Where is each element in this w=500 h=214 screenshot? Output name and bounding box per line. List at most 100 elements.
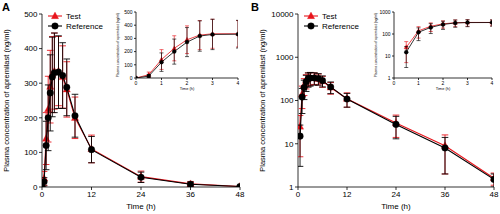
data-point [417,30,421,34]
error-bar [147,74,151,77]
y-tick-label: 300 [24,79,38,88]
y-tick [134,64,136,65]
y-tick [39,14,42,15]
plot-area [404,20,492,68]
legend-marker [52,23,59,30]
y-tick-label: 0 [130,75,133,81]
legend-marker [307,12,314,19]
x-tick-label: 48 [236,190,245,199]
x-tick-label: 12 [87,190,96,199]
y-tick [295,143,298,144]
data-point [442,145,449,152]
y-tick [39,187,42,188]
y-tick-label: 300 [124,35,133,41]
y-tick [295,100,298,101]
inset-panel: 110100100001234Time (h)Plasma concentrat… [366,7,497,93]
legend-marker [51,12,58,19]
data-point [465,20,469,24]
data-point [211,32,215,36]
error-bar [466,20,470,27]
error-bar [59,43,66,109]
data-point [453,21,457,25]
error-bar [147,72,151,77]
error-bar [298,125,303,166]
y-tick [392,34,394,35]
panel-label: A [2,1,10,13]
error-bar [490,20,492,26]
y-tick-label: 400 [24,44,38,53]
y-tick [295,187,298,188]
legend-label: Reference [322,22,359,31]
data-point [393,121,400,128]
error-bar [172,39,176,64]
y-tick-label: 500 [24,10,38,19]
panel: A0100200300400500012243648Time (h)Plasma… [2,1,245,211]
data-point [429,25,433,29]
data-point [453,20,457,24]
legend-label: Test [322,12,337,21]
y-tick-label: 10 [285,140,294,149]
data-point [404,50,408,54]
x-tick-label: 12 [343,190,352,199]
y-tick [134,51,136,52]
y-tick [295,57,298,58]
error-bar [344,93,351,107]
error-bar [327,82,334,94]
y-tick [39,152,42,153]
error-bar [55,36,62,109]
data-point [59,72,66,79]
data-point [237,183,240,187]
series-line [300,78,494,179]
x-tick-label: 4 [491,80,494,86]
y-axis [394,12,395,78]
y-axis-label: Plasma concentration of apremilast (ng/m… [2,29,11,172]
legend: TestReference [304,12,359,31]
error-bar [491,173,494,185]
data-point [490,20,492,24]
y-tick-label: 100 [280,96,294,105]
error-bar [417,28,421,41]
data-point [185,40,189,44]
error-bar [344,93,351,107]
y-tick [134,38,136,39]
legend-marker [308,23,315,30]
data-point [42,179,47,186]
panel: B110100100010000012243648Time (h)Plasma … [251,1,499,211]
data-point [88,146,95,153]
data-point [136,76,138,78]
y-tick [392,56,394,57]
error-bar [490,20,492,26]
data-point [344,96,351,103]
y-tick [39,117,42,118]
data-point [43,142,50,149]
x-tick-label: 3 [466,80,469,86]
error-bar [453,20,457,27]
data-point [319,77,326,84]
error-bar [404,47,408,68]
y-axis [42,14,43,187]
x-tick-label: 0 [135,80,138,86]
y-axis-label: Plasma concentration of apremilast (ng/m… [116,13,120,77]
error-bar [63,59,70,116]
data-point [236,32,238,36]
error-bar [72,94,79,137]
error-bar [327,83,334,95]
y-tick-label: 1 [388,75,391,81]
y-axis-label: Plasma concentration of apremilast (ng/m… [374,13,378,77]
error-bar [453,20,457,27]
x-tick-label: 36 [441,190,450,199]
data-point [63,84,70,91]
data-point [466,21,470,25]
error-bar [185,28,189,57]
y-tick-label: 400 [124,22,133,28]
x-axis-label: Time (h) [180,86,195,91]
data-point [198,34,202,38]
error-bar [393,116,400,138]
y-axis [136,12,137,78]
error-bar [138,171,145,182]
inset-background [366,7,497,93]
inset-panel: 010020030040050001234Time (h)Plasma conc… [108,7,243,93]
data-point [236,31,238,35]
data-point [172,50,176,54]
y-tick-label: 1000 [379,9,390,15]
